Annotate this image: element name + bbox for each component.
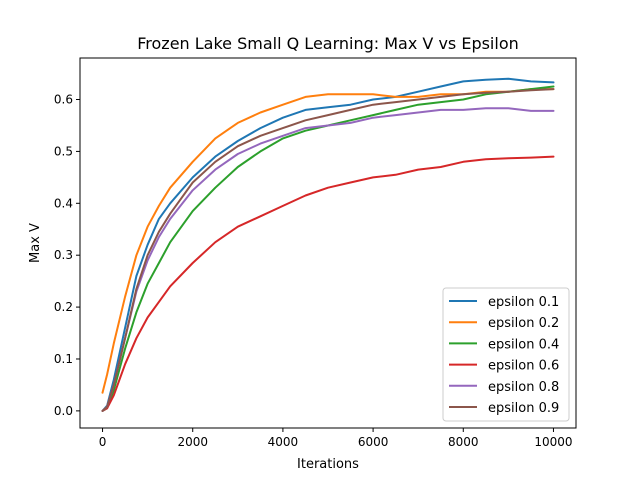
x-tick-label: 8000	[448, 435, 479, 449]
y-axis-label: Max V	[28, 223, 43, 263]
y-tick-label: 0.3	[54, 248, 73, 262]
x-tick-label: 0	[99, 435, 107, 449]
legend-label-1: epsilon 0.2	[488, 316, 559, 331]
y-tick-label: 0.5	[54, 144, 73, 158]
legend-label-5: epsilon 0.9	[488, 401, 559, 416]
x-tick-label: 6000	[358, 435, 389, 449]
legend: epsilon 0.1 epsilon 0.2 epsilon 0.4 epsilon…	[442, 287, 570, 422]
series-line-0	[101, 77, 555, 412]
series-line-5	[101, 88, 555, 412]
y-tick-label: 0.0	[54, 404, 73, 418]
y-axis-ticks: 0.0 0.1 0.2 0.3 0.4 0.5 0.6	[54, 93, 80, 418]
x-axis-label: Iterations	[297, 457, 359, 472]
plot-frame	[79, 57, 577, 429]
y-tick-label: 0.2	[54, 300, 73, 314]
series-line-2	[101, 85, 555, 412]
x-tick-label: 2000	[177, 435, 208, 449]
chart-title: Frozen Lake Small Q Learning: Max V vs E…	[137, 34, 519, 53]
legend-label-2: epsilon 0.4	[488, 337, 559, 352]
y-tick-label: 0.1	[54, 352, 73, 366]
series-layer	[101, 77, 555, 412]
x-axis-ticks: 0 2000 4000 6000 8000 10000	[99, 428, 573, 449]
y-tick-label: 0.6	[54, 93, 73, 107]
x-tick-label: 10000	[534, 435, 572, 449]
x-tick-label: 4000	[268, 435, 299, 449]
series-line-3	[101, 155, 555, 412]
legend-label-0: epsilon 0.1	[488, 295, 559, 310]
legend-label-4: epsilon 0.8	[488, 380, 559, 395]
legend-label-3: epsilon 0.6	[488, 359, 559, 374]
y-tick-label: 0.4	[54, 196, 73, 210]
